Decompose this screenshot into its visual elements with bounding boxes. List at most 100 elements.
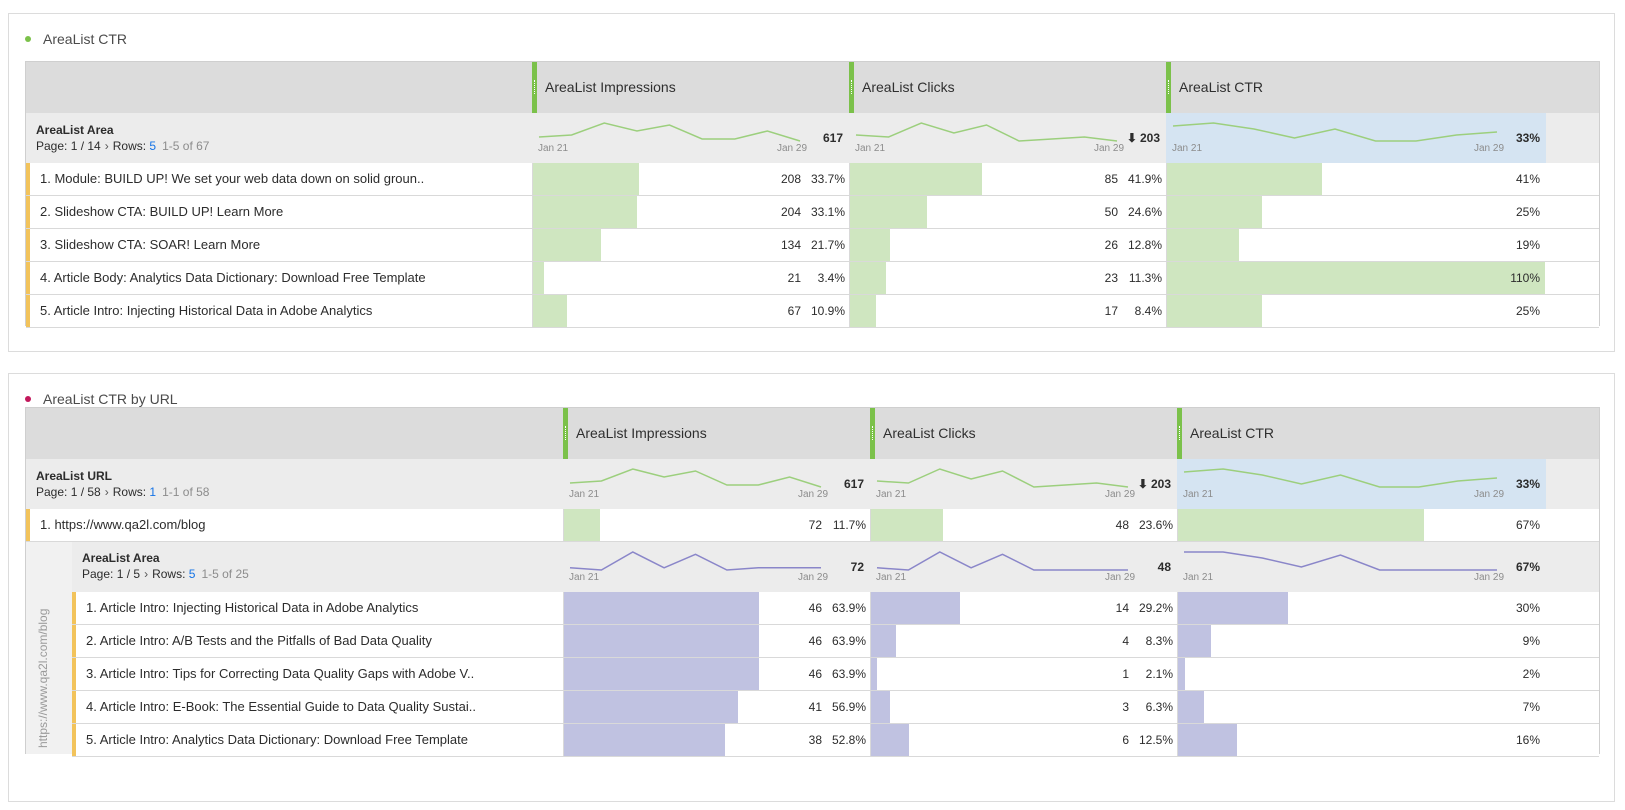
- rows-per-page-select[interactable]: 5: [149, 139, 157, 153]
- cell-ctr[interactable]: 9%: [1177, 625, 1546, 657]
- metric-percent: 63.9%: [831, 601, 866, 615]
- cell-ctr[interactable]: 2%: [1177, 658, 1546, 690]
- cell-impressions[interactable]: 134 21.7%: [532, 229, 849, 261]
- cell-ctr[interactable]: 30%: [1177, 592, 1546, 624]
- cell-impressions[interactable]: 46 63.9%: [563, 592, 870, 624]
- percent-bar: [533, 229, 602, 261]
- row-label[interactable]: 5. Article Intro: Analytics Data Diction…: [86, 732, 468, 747]
- metric-percent: 6.3%: [1145, 700, 1173, 714]
- total-clicks: ⬇ 203: [1117, 477, 1171, 491]
- table-row[interactable]: 3. Slideshow CTA: SOAR! Learn More 134 21.…: [26, 229, 1599, 262]
- rows-per-page-select[interactable]: 1: [149, 485, 157, 499]
- metric-percent: 63.9%: [831, 634, 866, 648]
- row-label[interactable]: 3. Article Intro: Tips for Correcting Da…: [86, 666, 475, 681]
- cell-ctr[interactable]: 25%: [1166, 196, 1546, 228]
- breakdown-dimension-name[interactable]: AreaList Area: [82, 551, 160, 565]
- row-label[interactable]: 5. Article Intro: Injecting Historical D…: [40, 303, 373, 318]
- row-range: 1-5 of 67: [162, 139, 210, 153]
- row-label[interactable]: 2. Article Intro: A/B Tests and the Pitf…: [86, 633, 432, 648]
- total-impressions: 617: [810, 477, 864, 491]
- rows-per-page-select[interactable]: 5: [188, 567, 196, 581]
- cell-clicks[interactable]: 26 12.8%: [849, 229, 1166, 261]
- cell-clicks[interactable]: 14 29.2%: [870, 592, 1177, 624]
- cell-impressions[interactable]: 208 33.7%: [532, 163, 849, 195]
- cell-impressions[interactable]: 46 63.9%: [563, 625, 870, 657]
- cell-impressions[interactable]: 67 10.9%: [532, 295, 849, 327]
- cell-clicks[interactable]: 23 11.3%: [849, 262, 1166, 294]
- column-header-ctr[interactable]: AreaList CTR: [1177, 408, 1546, 459]
- breakdown-row[interactable]: 1. Article Intro: Injecting Historical D…: [72, 592, 1599, 625]
- next-page-chevron-icon[interactable]: ›: [104, 139, 109, 153]
- percent-bar: [1178, 592, 1289, 624]
- rows-label: Rows:: [152, 567, 186, 581]
- metric-percent: 41.9%: [1127, 172, 1162, 186]
- next-page-chevron-icon[interactable]: ›: [104, 485, 109, 499]
- page-number[interactable]: 1 / 14: [70, 139, 101, 153]
- cell-ctr[interactable]: 16%: [1177, 724, 1546, 756]
- cell-clicks[interactable]: 85 41.9%: [849, 163, 1166, 195]
- cell-ctr[interactable]: 67%: [1177, 509, 1546, 541]
- sparkline-start-date: Jan 21: [876, 489, 907, 500]
- row-marker: [72, 625, 76, 657]
- breakdown-row[interactable]: 2. Article Intro: A/B Tests and the Pitf…: [72, 625, 1599, 658]
- page-number[interactable]: 1 / 58: [70, 485, 101, 499]
- cell-clicks[interactable]: 6 12.5%: [870, 724, 1177, 756]
- cell-ctr[interactable]: 19%: [1166, 229, 1546, 261]
- cell-ctr[interactable]: 41%: [1166, 163, 1546, 195]
- metric-percent: 2%: [1522, 667, 1540, 681]
- table-row-url[interactable]: 1. https://www.qa2l.com/blog 72 11.7% 48 23.…: [26, 509, 1599, 542]
- row-label[interactable]: 2. Slideshow CTA: BUILD UP! Learn More: [40, 204, 284, 219]
- row-label[interactable]: 1. Module: BUILD UP! We set your web dat…: [40, 171, 425, 186]
- column-header-clicks[interactable]: AreaList Clicks: [870, 408, 1177, 459]
- panel-title[interactable]: AreaList CTR by URL: [25, 391, 178, 407]
- breakdown-row[interactable]: 3. Article Intro: Tips for Correcting Da…: [72, 658, 1599, 691]
- dimension-name[interactable]: AreaList Area: [36, 123, 114, 137]
- cell-ctr[interactable]: 110%: [1166, 262, 1546, 294]
- breakdown-row[interactable]: 4. Article Intro: E-Book: The Essential …: [72, 691, 1599, 724]
- page-number[interactable]: 1 / 5: [116, 567, 141, 581]
- cell-impressions[interactable]: 41 56.9%: [563, 691, 870, 723]
- cell-clicks[interactable]: 17 8.4%: [849, 295, 1166, 327]
- column-header-ctr[interactable]: AreaList CTR: [1166, 62, 1546, 113]
- cell-impressions[interactable]: 204 33.1%: [532, 196, 849, 228]
- row-label[interactable]: 3. Slideshow CTA: SOAR! Learn More: [40, 237, 261, 252]
- metric-percent: 33.7%: [810, 172, 845, 186]
- percent-bar: [1178, 625, 1212, 657]
- metric-percent: 23.6%: [1138, 518, 1173, 532]
- breakdown-row[interactable]: 5. Article Intro: Analytics Data Diction…: [72, 724, 1599, 757]
- table-row[interactable]: 4. Article Body: Analytics Data Dictiona…: [26, 262, 1599, 295]
- cell-clicks[interactable]: 50 24.6%: [849, 196, 1166, 228]
- cell-impressions[interactable]: 21 3.4%: [532, 262, 849, 294]
- cell-ctr[interactable]: 25%: [1166, 295, 1546, 327]
- cell-impressions[interactable]: 38 52.8%: [563, 724, 870, 756]
- cell-clicks[interactable]: 1 2.1%: [870, 658, 1177, 690]
- total-value: 33%: [1515, 477, 1540, 491]
- metric-percent: 9%: [1522, 634, 1540, 648]
- column-header-clicks[interactable]: AreaList Clicks: [849, 62, 1166, 113]
- column-header-impressions[interactable]: AreaList Impressions: [532, 62, 849, 113]
- next-page-chevron-icon[interactable]: ›: [144, 567, 149, 581]
- row-label[interactable]: 1. https://www.qa2l.com/blog: [40, 517, 206, 532]
- cell-clicks[interactable]: 4 8.3%: [870, 625, 1177, 657]
- sparkline-start-date: Jan 21: [876, 572, 907, 583]
- page-label: Page:: [36, 485, 68, 499]
- table-row[interactable]: 2. Slideshow CTA: BUILD UP! Learn More 20…: [26, 196, 1599, 229]
- panel-title[interactable]: AreaList CTR: [25, 31, 127, 47]
- row-label[interactable]: 4. Article Intro: E-Book: The Essential …: [86, 699, 476, 714]
- table-row[interactable]: 5. Article Intro: Injecting Historical D…: [26, 295, 1599, 328]
- sparkline-end-date: Jan 29: [1105, 572, 1136, 583]
- column-header-impressions[interactable]: AreaList Impressions: [563, 408, 870, 459]
- table-row[interactable]: 1. Module: BUILD UP! We set your web dat…: [26, 163, 1599, 196]
- cell-impressions[interactable]: 46 63.9%: [563, 658, 870, 690]
- cell-clicks[interactable]: 3 6.3%: [870, 691, 1177, 723]
- cell-ctr[interactable]: 7%: [1177, 691, 1546, 723]
- breakdown-total-ctr: 67%: [1515, 560, 1540, 574]
- metric-percent: 67%: [1515, 518, 1540, 532]
- cell-impressions[interactable]: 72 11.7%: [563, 509, 870, 541]
- row-label[interactable]: 1. Article Intro: Injecting Historical D…: [86, 600, 419, 615]
- total-value: 203: [1150, 477, 1171, 491]
- row-label[interactable]: 4. Article Body: Analytics Data Dictiona…: [40, 270, 426, 285]
- dimension-name[interactable]: AreaList URL: [36, 469, 113, 483]
- cell-clicks[interactable]: 48 23.6%: [870, 509, 1177, 541]
- percent-bar: [871, 724, 910, 756]
